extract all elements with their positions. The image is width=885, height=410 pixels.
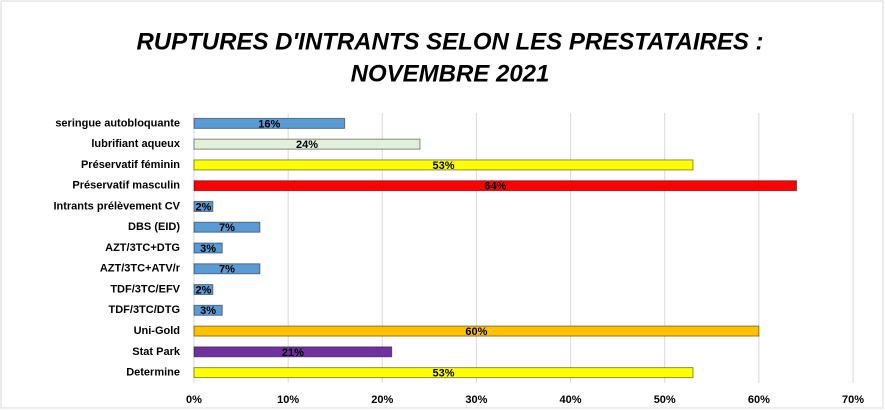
x-tick-label: 30% [465,394,487,406]
x-tick-label: 60% [748,394,770,406]
value-label: 21% [282,347,304,359]
bar [193,367,694,379]
value-label: 3% [200,243,216,255]
value-label: 7% [219,264,235,276]
bar [193,159,694,171]
value-label: 24% [296,139,318,151]
value-label: 53% [432,160,454,172]
chart-title: RUPTURES D'INTRANTS SELON LES PRESTATAIR… [136,28,763,55]
x-tick-label: 40% [560,394,582,406]
value-label: 7% [219,222,235,234]
y-tick-label: Uni-Gold [134,325,180,337]
y-tick-label: AZT/3TC+ATV/r [100,263,181,275]
bar [193,284,214,296]
y-tick-label: Préservatif féminin [81,159,180,171]
bar [193,263,261,275]
x-tick-label: 20% [371,394,393,406]
x-tick-label: 70% [842,394,864,406]
y-tick-label: TDF/3TC/EFV [110,283,180,295]
bar [193,200,214,212]
y-tick-label: Determine [126,367,180,379]
bar [193,117,346,129]
bar [193,242,223,254]
chart-title: NOVEMBRE 2021 [351,60,550,87]
value-label: 2% [195,201,211,213]
y-tick-label: DBS (EID) [128,221,180,233]
bar [193,346,393,358]
y-tick-label: Intrants prélèvement CV [53,200,180,212]
y-tick-label: seringue autobloquante [55,117,180,129]
y-tick-label: Préservatif masculin [72,180,180,192]
bar [193,138,421,150]
x-tick-label: 10% [277,394,299,406]
bar [193,325,760,337]
value-label: 3% [200,305,216,317]
y-tick-label: TDF/3TC/DTG [109,304,181,316]
y-tick-label: Stat Park [132,346,181,358]
x-tick-label: 0% [186,394,202,406]
value-label: 16% [258,118,280,130]
value-label: 64% [484,181,506,193]
bar [193,304,223,316]
value-label: 60% [465,326,487,338]
bar [193,180,798,192]
bar [193,221,261,233]
value-label: 2% [195,284,211,296]
x-tick-label: 50% [654,394,676,406]
y-tick-label: AZT/3TC+DTG [105,242,180,254]
value-label: 53% [432,368,454,380]
y-tick-label: lubrifiant aqueux [91,138,181,150]
